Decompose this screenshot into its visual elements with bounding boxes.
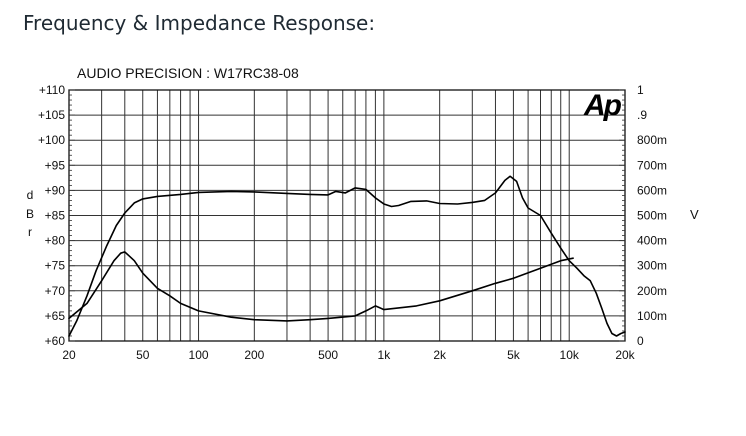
chart-title: AUDIO PRECISION : W17RC38-08 <box>77 65 299 81</box>
y2-tick-label: 300m <box>637 259 667 273</box>
page-heading: Frequency & Impedance Response: <box>23 11 376 35</box>
y2-tick-label: 600m <box>637 183 667 197</box>
y-axis-label: dBr <box>26 188 34 239</box>
x-tick-label: 5k <box>507 348 521 362</box>
x-tick-label: 10k <box>560 348 580 362</box>
y-tick-label: +75 <box>45 259 66 273</box>
y2-tick-label: 800m <box>637 133 667 147</box>
x-tick-label: 20 <box>62 348 76 362</box>
x-tick-label: 50 <box>136 348 150 362</box>
y-tick-label: +80 <box>45 234 66 248</box>
y-tick-label: +85 <box>45 209 66 223</box>
impedance-response-line <box>68 251 574 322</box>
chart-grid <box>69 90 625 341</box>
y2-tick-label: 100m <box>637 309 667 323</box>
y2-tick-label: 1 <box>637 83 644 97</box>
y2-tick-label: 0 <box>637 334 644 348</box>
y-tick-label: +90 <box>45 183 66 197</box>
y-tick-label: +105 <box>38 108 65 122</box>
y-tick-label: +60 <box>45 334 66 348</box>
y2-tick-label: .9 <box>637 108 647 122</box>
y2-tick-label: 200m <box>637 284 667 298</box>
y-tick-label: +70 <box>45 284 66 298</box>
minor-ticks <box>69 89 625 342</box>
x-tick-label: 500 <box>318 348 338 362</box>
y2-tick-labels: 0 100m 200m 300m 400m 500m 600m 700m 800m .9 1 <box>637 83 667 348</box>
y-axis-label-char: r <box>28 225 32 239</box>
x-tick-labels: 20 50 100 200 500 1k 2k 5k 10k 20k <box>62 348 635 362</box>
y-tick-label: +95 <box>45 158 66 172</box>
y2-tick-label: 700m <box>637 158 667 172</box>
ap-logo: Ap <box>583 89 622 122</box>
y-tick-label: +100 <box>38 133 65 147</box>
y2-tick-label: 500m <box>637 209 667 223</box>
x-tick-label: 200 <box>244 348 264 362</box>
y-tick-label: +110 <box>39 83 65 97</box>
y-axis-label-char: d <box>27 188 34 202</box>
y2-axis-label: V <box>690 207 699 222</box>
y-tick-labels: +60 +65 +70 +75 +80 +85 +90 +95 +100 +105 +110 <box>38 83 65 348</box>
y-tick-label: +65 <box>45 309 66 323</box>
frequency-response-line <box>68 175 626 337</box>
x-tick-label: 20k <box>615 348 635 362</box>
x-tick-label: 100 <box>189 348 209 362</box>
series-group <box>68 175 626 337</box>
x-tick-label: 1k <box>378 348 392 362</box>
y2-tick-label: 400m <box>637 234 667 248</box>
x-tick-label: 2k <box>433 348 447 362</box>
y-axis-label-char: B <box>26 207 34 221</box>
